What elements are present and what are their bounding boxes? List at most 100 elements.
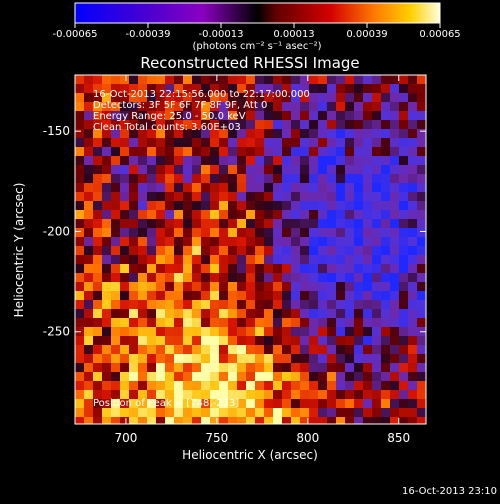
image-pixel (417, 291, 426, 301)
image-pixel (390, 246, 400, 256)
image-pixel (192, 192, 202, 202)
image-pixel (93, 102, 103, 112)
image-pixel (156, 327, 166, 337)
image-pixel (381, 300, 391, 310)
image-pixel (156, 354, 166, 364)
image-pixel (291, 201, 301, 211)
image-pixel (156, 210, 166, 220)
image-pixel (210, 165, 220, 175)
image-pixel (354, 255, 364, 265)
image-pixel (336, 102, 346, 112)
image-pixel (363, 381, 373, 391)
image-pixel (399, 84, 409, 94)
image-pixel (138, 264, 148, 274)
image-pixel (327, 336, 337, 346)
image-pixel (408, 291, 418, 301)
image-pixel (102, 147, 112, 157)
image-pixel (84, 120, 94, 130)
image-pixel (309, 291, 319, 301)
image-pixel (228, 408, 238, 418)
image-pixel (273, 372, 283, 382)
image-pixel (372, 300, 382, 310)
image-pixel (210, 237, 220, 247)
image-pixel (318, 174, 328, 184)
image-pixel (345, 309, 355, 319)
image-pixel (201, 165, 211, 175)
image-pixel (93, 219, 103, 229)
image-pixel (255, 129, 265, 139)
image-pixel (264, 318, 274, 328)
image-pixel (201, 264, 211, 274)
image-pixel (363, 156, 373, 166)
colorbar-tick-label: -0.00039 (126, 29, 171, 40)
image-pixel (264, 183, 274, 193)
image-pixel (102, 174, 112, 184)
image-pixel (381, 282, 391, 292)
image-pixel (264, 363, 274, 373)
image-pixel (309, 102, 319, 112)
image-pixel (390, 165, 400, 175)
image-pixel (273, 363, 283, 373)
image-pixel (345, 372, 355, 382)
image-pixel (156, 399, 166, 409)
image-pixel (138, 291, 148, 301)
image-pixel (93, 147, 103, 157)
image-pixel (138, 93, 148, 103)
image-pixel (138, 84, 148, 94)
image-pixel (183, 147, 193, 157)
image-pixel (255, 417, 265, 424)
image-pixel (174, 282, 184, 292)
info-clean-counts: Clean Total counts: 3.60E+03 (93, 122, 241, 133)
image-pixel (84, 183, 94, 193)
image-pixel (318, 282, 328, 292)
image-pixel (264, 93, 274, 103)
image-pixel (192, 309, 202, 319)
image-pixel (255, 255, 265, 265)
image-pixel (237, 75, 247, 85)
image-pixel (129, 228, 139, 238)
image-pixel (381, 408, 391, 418)
image-pixel (327, 390, 337, 400)
image-pixel (336, 138, 346, 148)
image-pixel (129, 102, 139, 112)
image-pixel (183, 201, 193, 211)
image-pixel (399, 264, 409, 274)
image-pixel (381, 318, 391, 328)
image-pixel (273, 309, 283, 319)
image-pixel (273, 300, 283, 310)
image-pixel (336, 255, 346, 265)
image-pixel (399, 174, 409, 184)
image-pixel (417, 120, 426, 130)
image-pixel (237, 192, 247, 202)
image-pixel (345, 237, 355, 247)
image-pixel (246, 318, 256, 328)
image-pixel (165, 138, 175, 148)
image-pixel (201, 84, 211, 94)
image-pixel (327, 345, 337, 355)
image-pixel (318, 120, 328, 130)
peak-position-label: Position of Peak = [748,-273] (93, 398, 239, 409)
image-pixel (417, 75, 426, 85)
image-pixel (300, 300, 310, 310)
image-pixel (282, 174, 292, 184)
image-pixel (363, 93, 373, 103)
image-pixel (354, 174, 364, 184)
image-pixel (192, 327, 202, 337)
image-pixel (300, 372, 310, 382)
image-pixel (192, 84, 202, 94)
image-pixel (336, 318, 346, 328)
image-pixel (75, 363, 85, 373)
image-pixel (147, 363, 157, 373)
image-pixel (318, 102, 328, 112)
image-pixel (255, 318, 265, 328)
image-pixel (309, 210, 319, 220)
image-pixel (282, 120, 292, 130)
image-pixel (129, 399, 139, 409)
image-pixel (309, 372, 319, 382)
image-pixel (201, 255, 211, 265)
image-pixel (84, 255, 94, 265)
image-pixel (282, 327, 292, 337)
image-pixel (399, 300, 409, 310)
image-pixel (192, 111, 202, 121)
image-pixel (372, 336, 382, 346)
